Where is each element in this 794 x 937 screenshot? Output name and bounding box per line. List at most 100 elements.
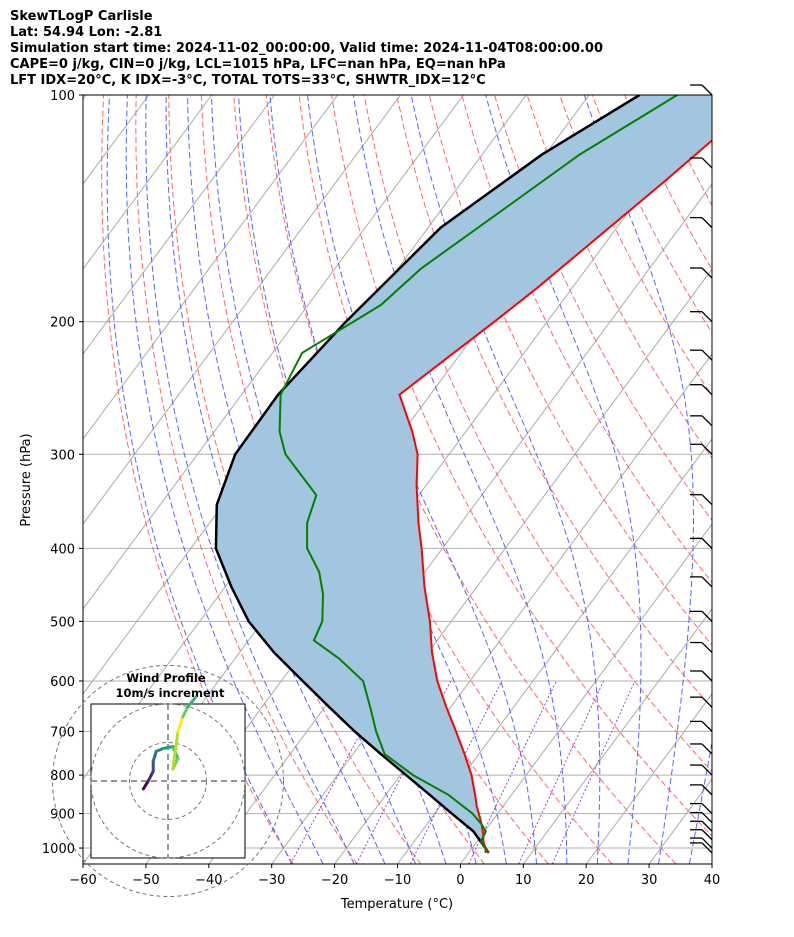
parcel-line [214, 95, 641, 854]
temperature-line [398, 139, 712, 854]
mixing-ratio-line [290, 680, 390, 864]
parcel-shading [215, 95, 712, 853]
wind-barb-staff [701, 784, 713, 796]
x-tick-label: 30 [641, 873, 658, 888]
wind-barb-staff [701, 812, 713, 824]
x-axis-label: Temperature (°C) [340, 897, 453, 912]
mixing-ratio-line [355, 680, 452, 864]
stability-indices: LFT IDX=20°C, K IDX=-3°C, TOTAL TOTS=33°… [10, 73, 486, 88]
dry-adiabat [656, 95, 712, 207]
x-tick-label: 0 [456, 873, 464, 888]
y-tick-label: 200 [50, 316, 75, 331]
axis-ticks: −60 −50 −40 −30 −20 −10 0 10 20 30 40 100 200 300 400 5… [42, 89, 720, 888]
dry-adiabat [723, 95, 794, 864]
hodograph-segment [171, 730, 180, 771]
inset-title: Wind Profile [126, 671, 206, 685]
dry-adiabat [461, 95, 712, 584]
isotherm-line [522, 608, 712, 864]
moist-adiabat [125, 95, 324, 864]
isotherm-line [83, 95, 276, 355]
hodograph-segment [161, 745, 175, 750]
hodograph-ring [52, 665, 284, 897]
x-tick-label: −10 [384, 873, 411, 888]
wind-barb-staff [701, 670, 713, 682]
isotherm-line [83, 95, 338, 440]
hodograph-segment [151, 749, 158, 763]
y-tick-label: 800 [50, 769, 75, 784]
y-axis-label: Pressure (hPa) [19, 433, 34, 526]
x-tick-label: −30 [258, 873, 285, 888]
isotherm-line [459, 523, 712, 864]
dry-adiabat [788, 95, 794, 864]
x-tick-label: 20 [578, 873, 595, 888]
isotherm-line [83, 95, 464, 610]
x-tick-label: −40 [195, 873, 222, 888]
y-tick-label: 500 [50, 615, 75, 630]
wind-barb-staff [701, 610, 713, 622]
wind-barb-staff [701, 267, 713, 279]
moist-adiabat [688, 739, 712, 864]
wind-barb-staff [701, 743, 713, 755]
y-tick-label: 600 [50, 675, 75, 690]
wind-barb-staff [701, 415, 713, 427]
wind-barb-staff [701, 720, 713, 732]
station-title: SkewTLogP Carlisle [10, 9, 153, 24]
dry-adiabat [689, 95, 712, 141]
wind-barb-staff [701, 803, 713, 815]
dry-adiabat [265, 95, 613, 864]
y-tick-label: 1000 [42, 842, 75, 857]
x-tick-label: 40 [704, 873, 721, 888]
station-coordinates: Lat: 54.94 Lon: -2.81 [10, 25, 163, 40]
hodograph-segment [176, 715, 185, 734]
isotherm-line [711, 863, 712, 864]
wind-barb-staff [701, 349, 713, 361]
wind-barb-staff [701, 494, 713, 506]
wind-barb-staff [701, 217, 713, 229]
moist-adiabat [211, 95, 447, 864]
profiles [214, 95, 712, 854]
wind-barb-staff [701, 311, 713, 323]
dry-adiabat [331, 95, 712, 837]
convective-indices: CAPE=0 j/kg, CIN=0 j/kg, LCL=1015 hPa, L… [10, 57, 506, 72]
moist-adiabat [583, 95, 694, 864]
x-tick-label: 10 [515, 873, 532, 888]
wind-barb-staff [701, 84, 713, 96]
wind-profile-inset: Wind Profile 10m/s increment [52, 665, 284, 897]
wind-barb-staff [701, 820, 713, 832]
y-tick-label: 100 [50, 89, 75, 104]
wind-barb-staff [701, 696, 713, 708]
wind-barb-staff [701, 829, 713, 841]
wind-barb-staff [701, 537, 713, 549]
wind-barbs [690, 84, 713, 854]
isotherm-line [83, 95, 87, 100]
chart-header: SkewTLogP Carlisle Lat: 54.94 Lon: -2.81… [10, 9, 603, 89]
shaded-region [215, 95, 712, 853]
moist-adiabat [352, 95, 568, 864]
y-tick-label: 700 [50, 725, 75, 740]
moist-adiabat [720, 95, 794, 864]
wind-barb-staff [701, 384, 713, 396]
moist-adiabat [106, 95, 293, 864]
moist-adiabat [485, 95, 642, 864]
y-tick-label: 900 [50, 808, 75, 823]
hodograph-segment [146, 769, 155, 783]
isotherm-line [208, 183, 712, 864]
isotherm-line [585, 693, 712, 864]
dry-adiabat [396, 95, 712, 709]
x-tick-label: −60 [69, 873, 96, 888]
y-tick-label: 400 [50, 542, 75, 557]
x-tick-label: −50 [132, 873, 159, 888]
dry-adiabat [101, 95, 294, 864]
hodograph-segment [141, 779, 150, 791]
moist-adiabat [410, 95, 601, 864]
dewpoint-line [278, 95, 678, 853]
wind-barb-staff [701, 764, 713, 776]
wind-barb-staff [701, 576, 713, 588]
wind-barb-staff [701, 642, 713, 653]
isotherm-line [83, 95, 213, 270]
moist-adiabat [145, 95, 355, 864]
y-tick-label: 300 [50, 448, 75, 463]
hodograph-segment [186, 695, 198, 709]
dry-adiabat [233, 95, 549, 864]
